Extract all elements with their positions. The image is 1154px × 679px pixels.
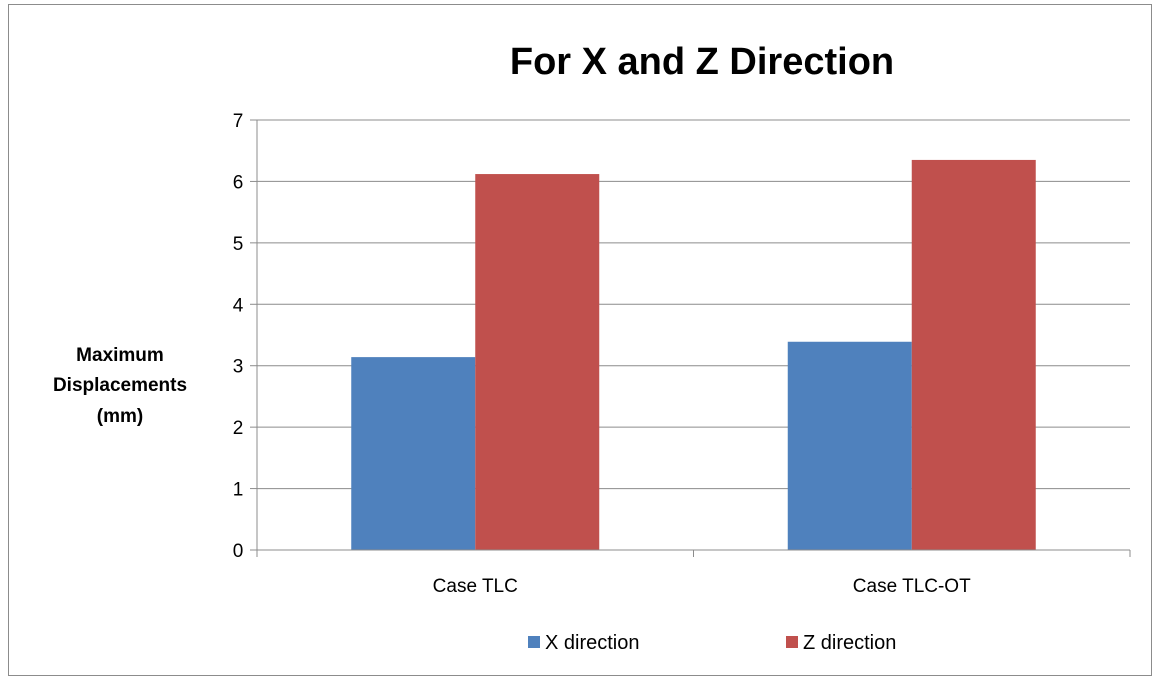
x-category-label: Case TLC <box>433 576 518 597</box>
y-axis-label-line-1: Maximum <box>76 345 164 366</box>
y-axis-ticks: 0 1 2 3 4 5 6 7 <box>233 111 257 562</box>
x-axis-labels: Case TLC Case TLC-OT <box>256 550 1131 597</box>
bar-x-direction <box>787 341 912 550</box>
y-tick-label: 1 <box>233 480 244 501</box>
y-axis-label-line-2: Displacements <box>53 375 187 396</box>
bar-z-direction <box>475 174 600 551</box>
x-category-label: Case TLC-OT <box>853 576 971 597</box>
y-tick-label: 0 <box>233 541 244 562</box>
bars <box>351 159 1036 551</box>
chart-title: For X and Z Direction <box>510 41 894 83</box>
y-tick-label: 7 <box>233 111 244 132</box>
legend-label: X direction <box>545 632 640 654</box>
legend: X direction Z direction <box>528 632 896 654</box>
y-tick-label: 4 <box>233 295 244 316</box>
legend-label: Z direction <box>803 632 896 654</box>
y-axis-label-line-3: (mm) <box>97 406 143 427</box>
legend-swatch <box>528 636 540 648</box>
y-tick-label: 2 <box>233 418 244 439</box>
bar-z-direction <box>911 159 1036 550</box>
legend-swatch <box>786 636 798 648</box>
y-tick-label: 3 <box>233 357 244 378</box>
bar-x-direction <box>351 357 476 550</box>
y-tick-label: 6 <box>233 172 244 193</box>
y-tick-label: 5 <box>233 234 244 255</box>
